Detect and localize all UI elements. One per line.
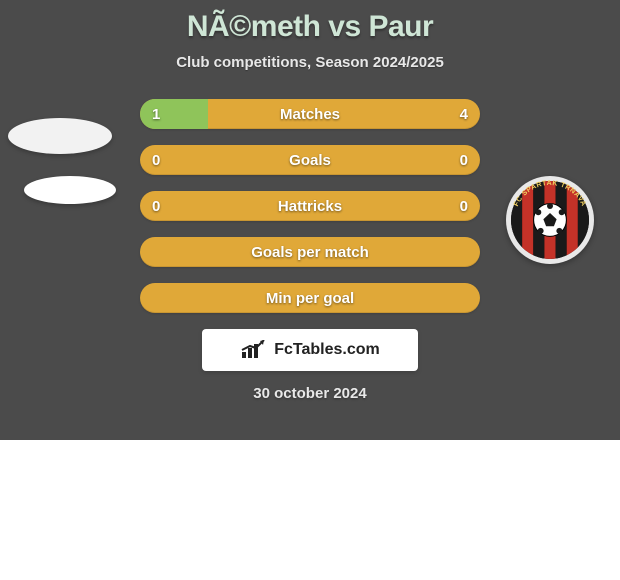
comparison-card: NÃ©meth vs Paur Club competitions, Seaso… (0, 0, 620, 440)
stat-row: Min per goal (140, 283, 480, 313)
stats-block: Matches14Goals00Hattricks00Goals per mat… (140, 99, 480, 313)
player-left-avatar-2 (24, 176, 116, 204)
brand-text: FcTables.com (274, 341, 380, 359)
stat-label: Goals per match (140, 237, 480, 267)
player-left-avatar (8, 118, 112, 154)
stat-label: Min per goal (140, 283, 480, 313)
stat-value-right: 0 (460, 145, 468, 175)
stat-value-left: 0 (152, 145, 160, 175)
club-badge-right: FC SPARTAK TRNAVA (506, 176, 594, 264)
date-text: 30 october 2024 (0, 385, 620, 402)
stat-value-left: 0 (152, 191, 160, 221)
stat-label: Goals (140, 145, 480, 175)
brand-box: FcTables.com (202, 329, 418, 371)
stat-value-right: 4 (460, 99, 468, 129)
brand-chart-icon (240, 340, 268, 360)
stat-value-left: 1 (152, 99, 160, 129)
stat-row: Hattricks0 0 (140, 191, 480, 221)
subtitle: Club competitions, Season 2024/2025 (0, 54, 620, 71)
stat-value-right: 0 (460, 191, 468, 221)
stat-row: Goals0 0 (140, 145, 480, 175)
stat-left-fill (140, 99, 208, 129)
club-badge-svg: FC SPARTAK TRNAVA (506, 176, 594, 264)
stat-row: Goals per match (140, 237, 480, 267)
stat-row: Matches14 (140, 99, 480, 129)
page-title: NÃ©meth vs Paur (0, 0, 620, 44)
stat-label: Hattricks (140, 191, 480, 221)
